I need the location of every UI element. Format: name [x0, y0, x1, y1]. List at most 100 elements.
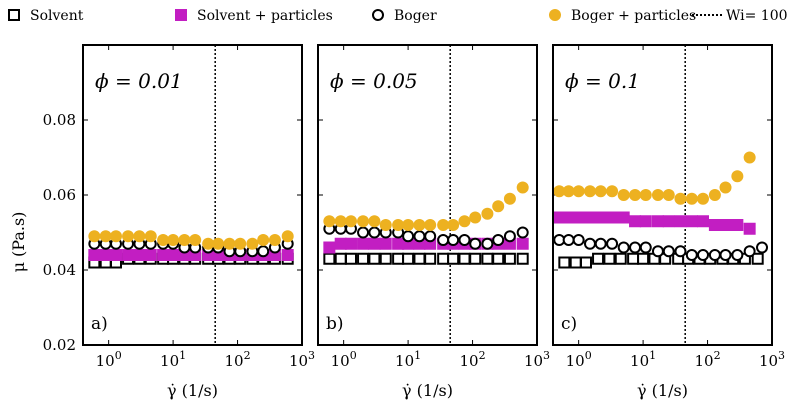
x-tick-label: 102 [695, 349, 721, 370]
y-tick-label: 0.08 [43, 111, 76, 129]
data-point [469, 237, 482, 250]
data-point [344, 215, 357, 228]
data-point [553, 211, 566, 224]
series-boger-particles [88, 230, 294, 250]
data-point [674, 192, 687, 205]
data-point [323, 241, 336, 254]
legend: Solvent Solvent + particles Boger Boger + p… [8, 8, 788, 24]
data-point [334, 252, 347, 265]
data-point [651, 245, 664, 258]
data-point [189, 234, 202, 246]
data-point [562, 211, 575, 224]
data-point [109, 249, 122, 261]
phi-annotation: ϕ = 0.05 [330, 69, 418, 93]
data-point [743, 222, 756, 235]
data-point [562, 234, 575, 246]
data-point [368, 252, 381, 265]
plot-area [318, 45, 537, 345]
data-point [481, 252, 494, 265]
data-point [639, 189, 652, 201]
data-point [344, 252, 357, 265]
x-tick-label: 101 [630, 349, 656, 370]
data-point [594, 211, 607, 224]
data-point [516, 237, 529, 250]
data-point [708, 219, 721, 231]
panel-label: c) [561, 314, 577, 334]
data-point [109, 230, 122, 243]
data-point [357, 226, 370, 239]
x-tick-label: 100 [566, 349, 592, 370]
panels: 100 101 102 103 0.02 0.04 0.06 0.08 ϕ = 0.01 a) γ̇… [43, 44, 785, 400]
data-point [719, 249, 732, 261]
data-point [257, 245, 270, 258]
data-point [212, 237, 225, 250]
data-point [617, 241, 630, 254]
data-point [579, 256, 592, 269]
data-point [708, 189, 721, 201]
data-point [368, 215, 381, 228]
data-point [379, 219, 392, 231]
x-tick-label: 102 [225, 349, 251, 370]
data-point [629, 241, 642, 254]
data-point [281, 249, 294, 261]
data-point [629, 189, 642, 201]
series-boger [323, 222, 529, 250]
x-tick-label: 100 [96, 349, 122, 370]
legend-item-solvent: Solvent [8, 8, 84, 24]
legend-marker [549, 9, 561, 21]
data-point [572, 234, 585, 246]
data-point [481, 207, 494, 220]
data-point [413, 252, 426, 265]
data-point [639, 241, 652, 254]
data-point [368, 237, 381, 250]
data-point [357, 237, 370, 250]
legend-label: Solvent [30, 8, 84, 24]
legend-label: Wi= 100 [726, 8, 788, 24]
legend-item-wi-100: Wi= 100 [692, 8, 788, 24]
legend-label: Boger + particles [571, 8, 696, 24]
legend-label: Boger [394, 8, 437, 24]
data-point [629, 215, 642, 228]
x-tick-label: 101 [395, 349, 421, 370]
data-point [731, 249, 744, 261]
data-point [368, 226, 381, 239]
data-point [697, 249, 710, 261]
data-point [516, 226, 529, 239]
data-point [458, 252, 471, 265]
data-point [662, 215, 675, 228]
data-point [503, 192, 516, 205]
data-point [157, 234, 170, 246]
data-point [627, 252, 640, 265]
series-boger-particles [323, 181, 529, 231]
plot-frame [82, 44, 303, 346]
data-point [606, 237, 619, 250]
data-point [743, 151, 756, 164]
data-point [751, 252, 764, 265]
x-tick-label: 101 [160, 349, 186, 370]
data-point [719, 219, 732, 231]
data-point [334, 215, 347, 228]
plot-frame [317, 44, 538, 346]
y-tick-label: 0.06 [43, 186, 76, 204]
data-point [379, 252, 392, 265]
data-point [133, 249, 146, 261]
legend-marker [372, 9, 384, 21]
data-point [167, 234, 180, 246]
legend-item-solvent-particles: Solvent + particles [175, 8, 333, 24]
data-point [246, 237, 259, 250]
data-point [167, 249, 180, 261]
data-point [674, 245, 687, 258]
data-point [651, 189, 664, 201]
series-solvent-particles [553, 211, 756, 235]
data-point [583, 211, 596, 224]
legend-marker [8, 9, 20, 21]
data-point [617, 189, 630, 201]
data-point [402, 219, 415, 231]
series-boger-particles [553, 151, 756, 205]
x-axis-label: γ̇ (1/s) [402, 381, 453, 400]
data-point [492, 200, 505, 213]
x-tick-label: 103 [289, 349, 315, 370]
phi-annotation: ϕ = 0.1 [565, 69, 640, 93]
data-point [606, 211, 619, 224]
data-point [424, 230, 437, 243]
